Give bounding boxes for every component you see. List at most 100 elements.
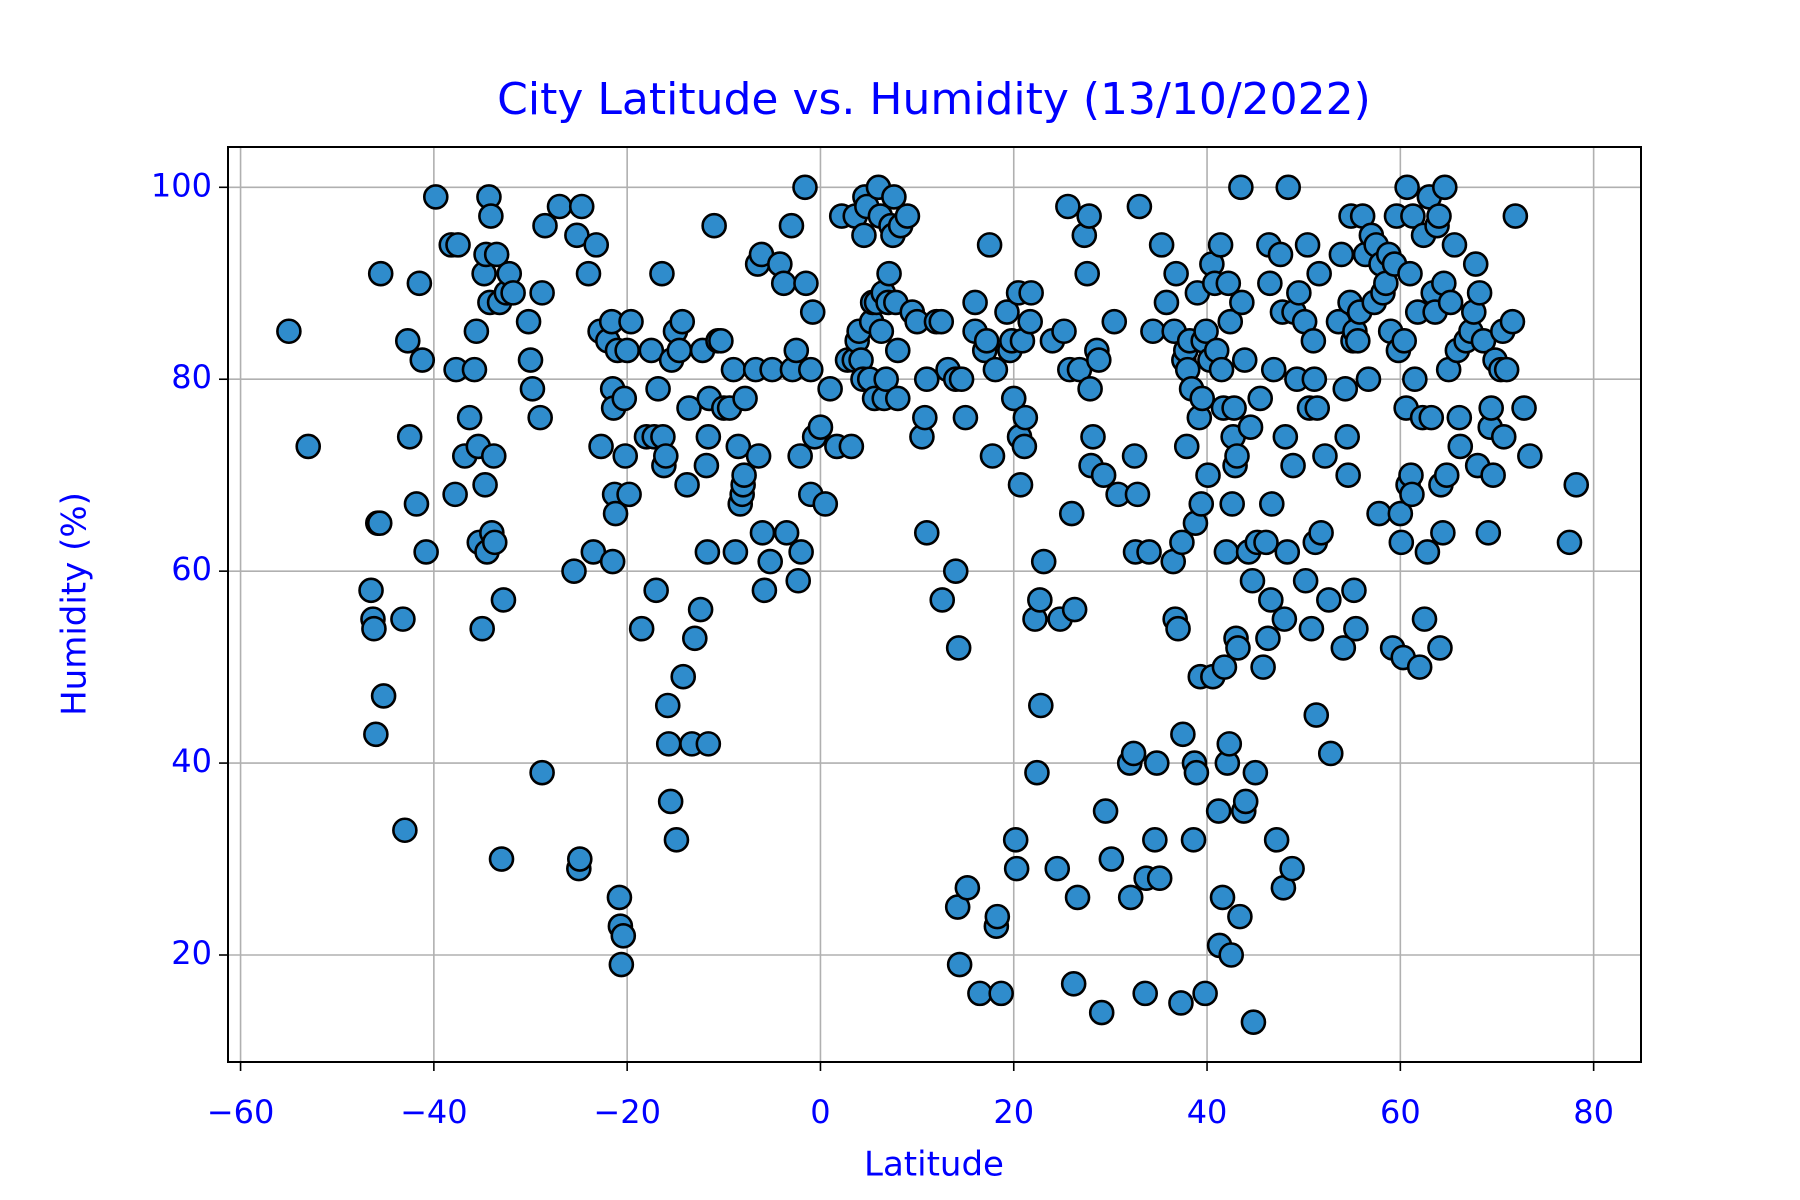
x-tick-label: 20 xyxy=(993,1093,1034,1131)
point xyxy=(1024,759,1050,786)
point xyxy=(1142,827,1168,853)
point xyxy=(1272,424,1299,450)
x-tick-label: 60 xyxy=(1380,1093,1421,1131)
point xyxy=(1478,395,1504,421)
point xyxy=(1132,980,1158,1007)
point xyxy=(1426,203,1452,229)
point xyxy=(1433,462,1460,488)
point xyxy=(363,721,389,748)
point xyxy=(358,577,384,604)
point xyxy=(606,884,633,911)
point xyxy=(1418,404,1445,431)
point xyxy=(1207,232,1234,258)
y-tick-label: 40 xyxy=(171,742,212,780)
point xyxy=(1076,203,1102,229)
x-tick-label: 40 xyxy=(1187,1093,1228,1131)
point xyxy=(1257,270,1283,297)
point xyxy=(1205,798,1232,824)
point xyxy=(649,260,675,287)
point xyxy=(1517,443,1543,469)
point xyxy=(1163,260,1189,287)
point xyxy=(687,596,714,623)
point xyxy=(1117,884,1144,911)
point xyxy=(461,356,488,383)
point xyxy=(1306,260,1332,287)
point xyxy=(1391,328,1418,354)
point xyxy=(682,625,708,652)
point xyxy=(731,462,757,488)
plot-frame xyxy=(227,146,1642,1063)
point xyxy=(792,174,818,201)
point xyxy=(1334,424,1360,450)
point xyxy=(967,980,993,1007)
point xyxy=(1221,395,1247,421)
point xyxy=(1274,539,1301,565)
point xyxy=(812,491,839,517)
point xyxy=(1466,280,1493,306)
point xyxy=(988,980,1014,1007)
point xyxy=(1332,376,1359,402)
point xyxy=(1086,347,1112,373)
point xyxy=(873,366,899,393)
point xyxy=(456,404,483,431)
points xyxy=(276,174,1590,1035)
point xyxy=(1280,452,1306,479)
point xyxy=(1253,529,1279,556)
point xyxy=(881,184,907,210)
point xyxy=(1124,481,1151,508)
point xyxy=(945,635,972,661)
point xyxy=(708,328,734,354)
point xyxy=(610,923,637,949)
chart-title: City Latitude vs. Humidity (13/10/2022) xyxy=(497,74,1371,125)
point xyxy=(946,951,973,978)
point xyxy=(663,827,690,853)
point xyxy=(276,318,302,345)
point xyxy=(1312,443,1338,469)
point xyxy=(1316,587,1342,613)
point xyxy=(793,270,819,297)
point xyxy=(567,846,593,872)
point xyxy=(868,318,895,345)
point xyxy=(655,731,682,757)
point xyxy=(500,280,526,306)
point xyxy=(1193,318,1219,345)
point xyxy=(614,337,640,364)
point xyxy=(396,424,423,450)
point xyxy=(1250,654,1276,680)
point xyxy=(701,212,727,239)
point xyxy=(948,366,975,393)
point xyxy=(745,443,772,469)
point xyxy=(962,289,988,316)
point xyxy=(1502,203,1529,229)
point xyxy=(928,308,955,335)
point xyxy=(1343,615,1369,642)
point xyxy=(1153,289,1180,316)
point xyxy=(1300,328,1327,354)
point xyxy=(1402,366,1428,393)
point xyxy=(488,846,515,872)
point xyxy=(1098,846,1125,872)
x-tick-label: 80 xyxy=(1573,1093,1614,1131)
point xyxy=(1303,702,1330,728)
point xyxy=(394,328,421,354)
point xyxy=(1188,491,1215,517)
point xyxy=(618,308,644,335)
point xyxy=(406,270,433,297)
point xyxy=(1441,232,1468,258)
point xyxy=(984,903,1011,930)
point xyxy=(561,558,587,584)
point xyxy=(1211,654,1238,680)
point xyxy=(785,567,812,594)
point xyxy=(1267,241,1294,268)
point xyxy=(422,184,449,210)
point xyxy=(568,193,595,220)
point xyxy=(1304,395,1331,421)
point xyxy=(1271,606,1298,632)
point xyxy=(1195,462,1221,488)
point xyxy=(694,539,721,565)
point xyxy=(1012,404,1039,431)
point xyxy=(1292,567,1319,594)
point xyxy=(463,318,490,345)
point xyxy=(653,443,679,469)
